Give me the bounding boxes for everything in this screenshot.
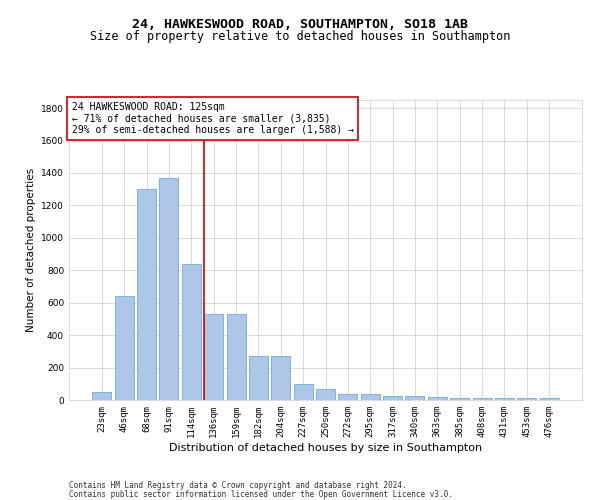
Y-axis label: Number of detached properties: Number of detached properties (26, 168, 35, 332)
Text: Contains HM Land Registry data © Crown copyright and database right 2024.: Contains HM Land Registry data © Crown c… (69, 481, 407, 490)
Bar (271, 356, 290, 400)
Text: Contains public sector information licensed under the Open Government Licence v3: Contains public sector information licen… (69, 490, 453, 499)
Bar (316, 390, 335, 400)
Bar (383, 396, 402, 400)
Bar (517, 398, 536, 400)
Bar (204, 314, 223, 400)
Bar (92, 392, 112, 400)
Bar (115, 296, 134, 400)
Bar (406, 396, 424, 400)
Text: 24, HAWKESWOOD ROAD, SOUTHAMPTON, SO18 1AB: 24, HAWKESWOOD ROAD, SOUTHAMPTON, SO18 1… (132, 18, 468, 30)
Bar (227, 314, 245, 400)
Bar (338, 394, 358, 400)
Bar (182, 264, 201, 400)
Bar (473, 398, 491, 400)
Bar (361, 394, 380, 400)
Bar (293, 384, 313, 400)
Bar (137, 189, 156, 400)
Bar (160, 178, 178, 400)
X-axis label: Distribution of detached houses by size in Southampton: Distribution of detached houses by size … (169, 442, 482, 452)
Bar (495, 398, 514, 400)
Bar (539, 398, 559, 400)
Bar (450, 398, 469, 400)
Bar (428, 397, 447, 400)
Bar (249, 356, 268, 400)
Text: Size of property relative to detached houses in Southampton: Size of property relative to detached ho… (90, 30, 510, 43)
Text: 24 HAWKESWOOD ROAD: 125sqm
← 71% of detached houses are smaller (3,835)
29% of s: 24 HAWKESWOOD ROAD: 125sqm ← 71% of deta… (71, 102, 353, 134)
